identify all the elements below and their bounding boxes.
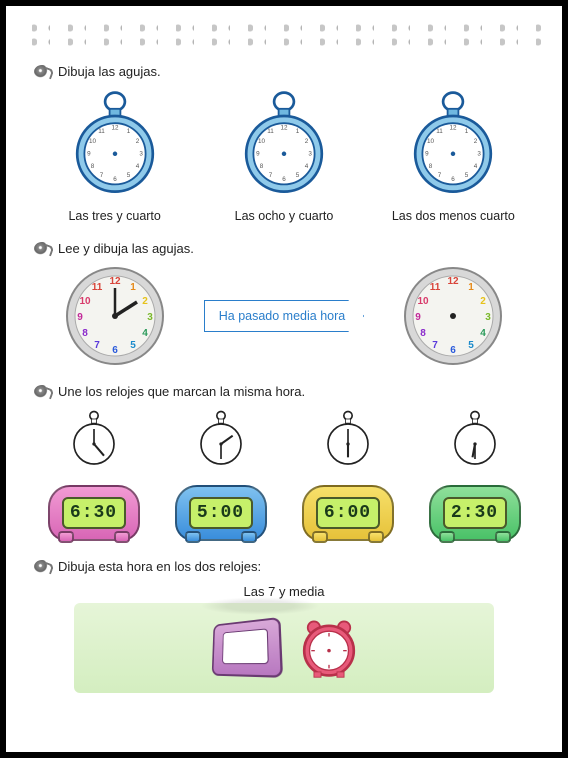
svg-text:12: 12: [280, 125, 288, 132]
svg-text:6: 6: [452, 176, 456, 183]
digital-2-time: 5:00: [189, 497, 253, 529]
svg-text:7: 7: [269, 172, 273, 179]
svg-text:6: 6: [450, 345, 456, 356]
svg-text:7: 7: [94, 340, 100, 351]
wall-clock-left: 12 1 2 3 45 6 7 8 9 1011: [65, 266, 165, 366]
svg-text:1: 1: [130, 282, 136, 293]
digital-4-time: 2:30: [443, 497, 507, 529]
svg-text:2: 2: [474, 138, 478, 145]
svg-text:2: 2: [480, 296, 486, 307]
svg-text:1: 1: [465, 128, 469, 135]
svg-text:2: 2: [135, 138, 139, 145]
bullet-icon: [34, 242, 50, 256]
stopwatch-3: [323, 409, 373, 467]
digital-clock-2: 5:00: [175, 485, 267, 541]
svg-text:6: 6: [113, 176, 117, 183]
digital-3-time: 6:00: [316, 497, 380, 529]
svg-text:11: 11: [430, 282, 441, 293]
pocket-1-label: Las tres y cuarto: [34, 209, 195, 223]
pocket-3-label: Las dos menos cuarto: [373, 209, 534, 223]
task-1-title: Dibuja las agujas.: [58, 64, 161, 79]
decorative-dots-border: [24, 18, 544, 46]
pocket-watch-2: 12 12 3 45 6 78 9 1011 Las ocho y cuarto: [203, 89, 364, 223]
svg-text:12: 12: [450, 125, 458, 132]
task-3: Une los relojes que marcan la misma hora…: [34, 384, 534, 541]
digital-clock-1: 6:30: [48, 485, 140, 541]
banner-arrow: Ha pasado media hora: [204, 300, 364, 332]
svg-text:1: 1: [468, 282, 474, 293]
svg-text:3: 3: [308, 151, 312, 158]
svg-text:1: 1: [126, 128, 130, 135]
svg-text:10: 10: [89, 138, 97, 145]
svg-text:6: 6: [112, 345, 118, 356]
svg-text:2: 2: [142, 296, 148, 307]
svg-text:11: 11: [92, 282, 103, 293]
svg-text:4: 4: [142, 328, 148, 339]
svg-text:11: 11: [437, 128, 444, 135]
svg-text:8: 8: [420, 328, 426, 339]
svg-text:2: 2: [305, 138, 309, 145]
pocket-watch-1: 1212 345 678 91011 Las tres y cuarto: [34, 89, 195, 223]
task-4: Dibuja esta hora en los dos relojes: Las…: [34, 559, 534, 693]
svg-text:4: 4: [480, 328, 486, 339]
task-2-title: Lee y dibuja las agujas.: [58, 241, 194, 256]
task-3-title: Une los relojes que marcan la misma hora…: [58, 384, 305, 399]
svg-text:8: 8: [82, 328, 88, 339]
svg-text:4: 4: [305, 163, 309, 170]
task-2: Lee y dibuja las agujas. 121 23 45 67 89…: [34, 241, 534, 366]
alarm-digital: [212, 617, 283, 678]
bullet-icon: [34, 65, 50, 79]
svg-text:4: 4: [474, 163, 478, 170]
svg-text:5: 5: [465, 172, 469, 179]
svg-text:10: 10: [427, 138, 435, 145]
svg-text:10: 10: [418, 296, 430, 307]
bullet-icon: [34, 385, 50, 399]
task-4-title: Dibuja esta hora en los dos relojes:: [58, 559, 261, 574]
bottom-scene: [74, 603, 494, 693]
svg-text:3: 3: [139, 151, 143, 158]
svg-text:7: 7: [438, 172, 442, 179]
pocket-watch-3: 1212 345 678 91011 Las dos menos cuarto: [373, 89, 534, 223]
task-1: Dibuja las agujas. 1212 345 678 91011: [34, 64, 534, 223]
svg-text:8: 8: [90, 163, 94, 170]
svg-text:10: 10: [79, 296, 91, 307]
svg-text:5: 5: [126, 172, 130, 179]
svg-text:1: 1: [296, 128, 300, 135]
bullet-icon: [34, 560, 50, 574]
svg-text:6: 6: [282, 176, 286, 183]
stopwatch-4: [450, 409, 500, 467]
svg-text:3: 3: [147, 312, 153, 323]
svg-text:7: 7: [99, 172, 103, 179]
svg-text:10: 10: [258, 138, 266, 145]
svg-text:12: 12: [448, 276, 460, 287]
svg-text:11: 11: [98, 128, 105, 135]
svg-text:7: 7: [432, 340, 438, 351]
svg-text:8: 8: [260, 163, 264, 170]
svg-text:12: 12: [109, 276, 121, 287]
svg-text:9: 9: [256, 151, 260, 158]
digital-clock-3: 6:00: [302, 485, 394, 541]
svg-text:5: 5: [468, 340, 474, 351]
svg-text:9: 9: [425, 151, 429, 158]
digital-clock-4: 2:30: [429, 485, 521, 541]
alarm-analog: [298, 617, 360, 679]
svg-text:5: 5: [130, 340, 136, 351]
digital-1-time: 6:30: [62, 497, 126, 529]
wall-clock-right: 12 1 2 3 45 6 7 8 9 1011: [403, 266, 503, 366]
svg-text:3: 3: [478, 151, 482, 158]
svg-text:3: 3: [485, 312, 491, 323]
svg-text:9: 9: [77, 312, 83, 323]
svg-text:9: 9: [415, 312, 421, 323]
svg-text:11: 11: [267, 128, 274, 135]
stopwatch-2: [196, 409, 246, 467]
pocket-2-label: Las ocho y cuarto: [203, 209, 364, 223]
svg-text:9: 9: [87, 151, 91, 158]
svg-text:4: 4: [135, 163, 139, 170]
svg-text:8: 8: [429, 163, 433, 170]
stopwatch-1: [69, 409, 119, 467]
svg-text:5: 5: [296, 172, 300, 179]
svg-text:12: 12: [111, 125, 119, 132]
